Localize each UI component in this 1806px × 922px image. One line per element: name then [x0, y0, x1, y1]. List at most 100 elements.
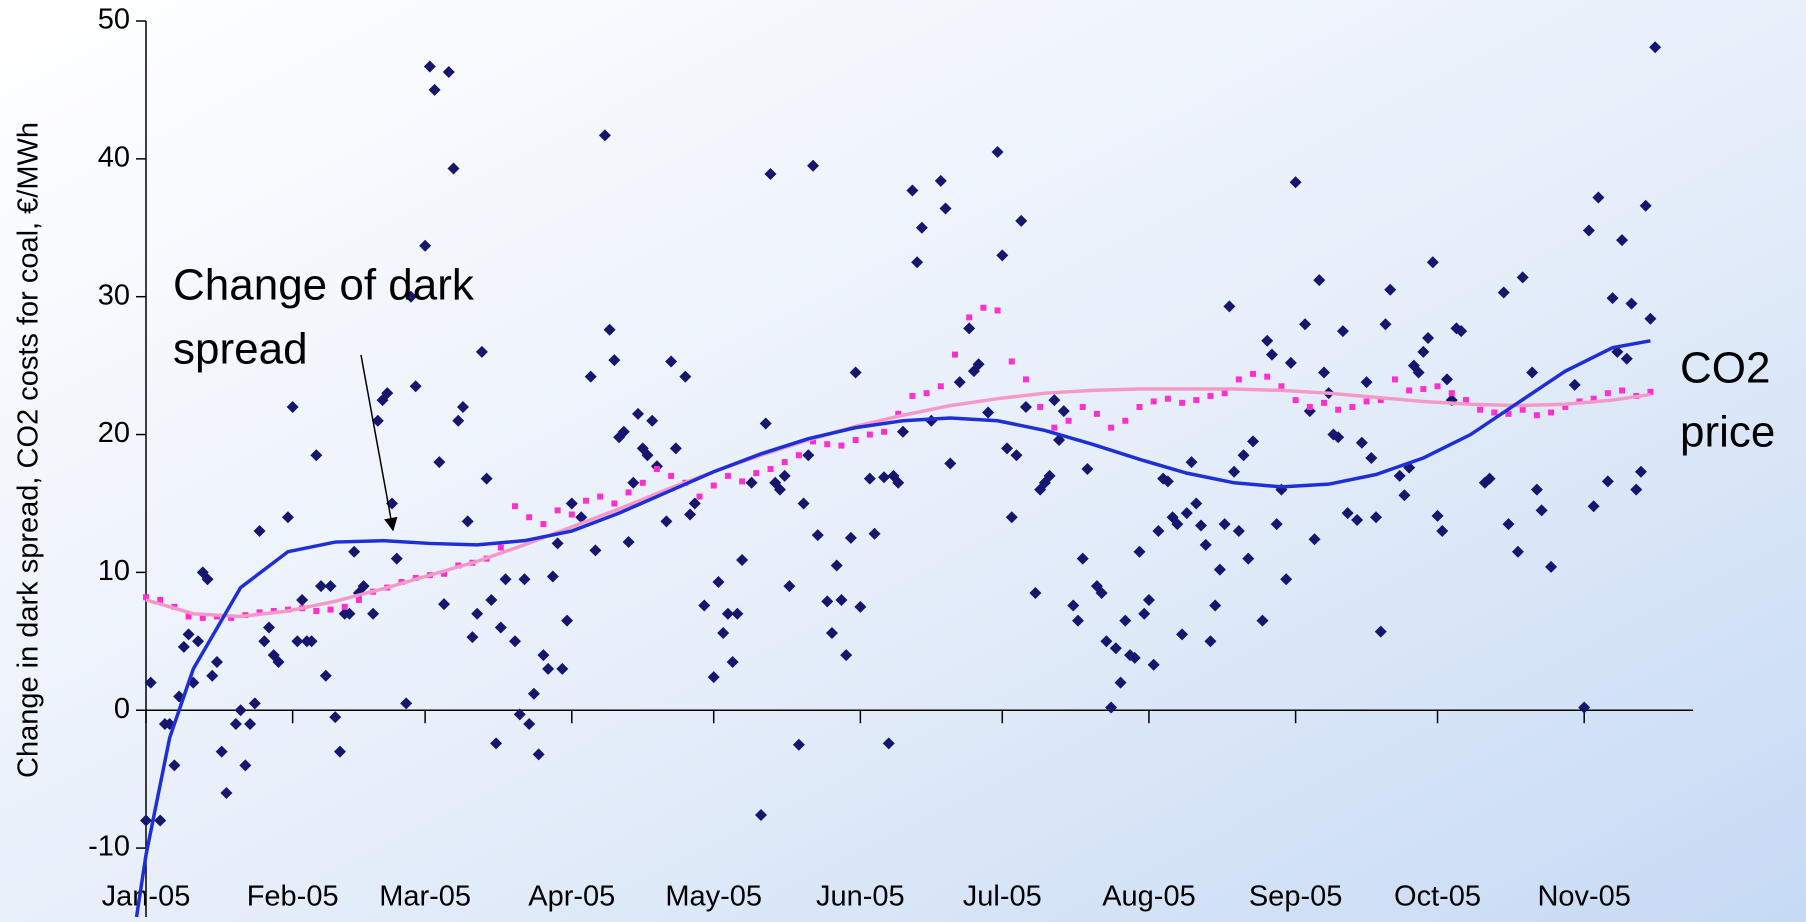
data-point: [1391, 376, 1398, 383]
data-point: [248, 697, 261, 710]
data-point: [1164, 395, 1171, 402]
data-point: [778, 469, 791, 482]
data-point: [1221, 390, 1228, 397]
data-point: [1128, 651, 1141, 664]
data-point: [206, 669, 219, 682]
data-point: [1037, 403, 1044, 410]
data-point: [310, 449, 323, 462]
data-point: [140, 814, 152, 827]
data-point: [1393, 469, 1406, 482]
data-point: [1601, 475, 1614, 488]
data-point: [802, 449, 815, 462]
data-point: [792, 738, 805, 751]
data-point: [1639, 199, 1652, 212]
data-point: [561, 614, 574, 627]
data-point: [1176, 628, 1189, 641]
data-point: [597, 493, 604, 500]
data-point: [1105, 701, 1118, 714]
data-point: [466, 631, 479, 644]
data-point: [881, 428, 888, 435]
data-point: [1133, 545, 1146, 558]
data-point: [608, 354, 621, 367]
data-point: [348, 545, 361, 558]
data-point: [1185, 456, 1198, 469]
data-point: [953, 376, 966, 389]
data-point: [1384, 283, 1397, 296]
data-point: [1138, 607, 1151, 620]
data-point: [1250, 370, 1257, 377]
data-point: [527, 687, 540, 700]
data-point: [1081, 463, 1094, 475]
data-point: [400, 697, 413, 710]
data-point: [1150, 398, 1157, 405]
data-point: [939, 202, 952, 215]
data-point: [199, 614, 206, 621]
data-point: [1108, 424, 1115, 431]
data-point: [540, 521, 547, 528]
data-point: [565, 497, 578, 510]
data-point: [625, 489, 632, 496]
data-point: [807, 159, 820, 172]
data-point: [811, 529, 824, 542]
data-point: [1360, 376, 1373, 389]
x-tick-label: Feb-05: [247, 881, 339, 913]
data-point: [844, 531, 857, 544]
data-point: [1100, 635, 1113, 648]
data-point: [512, 503, 519, 510]
data-point: [840, 649, 853, 662]
data-point: [923, 390, 930, 397]
data-point: [168, 759, 181, 772]
data-point: [253, 525, 266, 538]
data-point: [185, 613, 192, 620]
trend-line: [134, 339, 1651, 918]
data-point: [696, 493, 703, 500]
data-point: [906, 184, 919, 197]
data-point: [1477, 406, 1484, 413]
y-axis-label: Change in dark spread, CO2 costs for coa…: [13, 122, 45, 778]
data-point: [490, 737, 503, 750]
data-point: [1604, 390, 1611, 397]
data-point: [982, 406, 995, 419]
data-point: [390, 552, 403, 565]
data-point: [1431, 509, 1444, 522]
data-point: [669, 442, 682, 455]
data-point: [1152, 525, 1165, 538]
data-point: [210, 655, 223, 668]
data-point: [1630, 483, 1643, 496]
data-point: [1190, 497, 1203, 510]
data-point: [447, 162, 460, 175]
data-point: [1332, 431, 1345, 444]
data-point: [485, 593, 498, 606]
x-tick-label: Jun-05: [816, 881, 905, 913]
data-point: [367, 607, 380, 620]
x-tick-label: May-05: [665, 881, 762, 913]
data-point: [1095, 587, 1108, 600]
data-point: [229, 718, 242, 731]
data-point: [1051, 424, 1058, 431]
data-point: [937, 383, 944, 390]
data-point: [622, 536, 635, 549]
data-point: [1147, 658, 1160, 671]
data-point: [1412, 366, 1425, 379]
data-point: [215, 745, 228, 758]
x-tick-label: Nov-05: [1537, 881, 1631, 913]
data-point: [617, 425, 630, 438]
data-point: [1237, 449, 1250, 462]
data-point: [234, 704, 247, 717]
data-point: [471, 607, 484, 620]
data-point: [1398, 489, 1411, 502]
data-point: [1114, 676, 1127, 689]
data-point: [513, 708, 526, 721]
data-point: [518, 573, 531, 586]
data-point: [1363, 398, 1370, 405]
data-point: [589, 544, 602, 557]
data-point: [1218, 518, 1231, 531]
data-point: [1242, 552, 1255, 565]
data-point: [357, 580, 370, 593]
annotation-arrow: [360, 354, 398, 532]
data-point: [1578, 701, 1591, 714]
data-point: [258, 635, 271, 648]
data-point: [423, 60, 436, 73]
data-point: [1292, 397, 1299, 404]
